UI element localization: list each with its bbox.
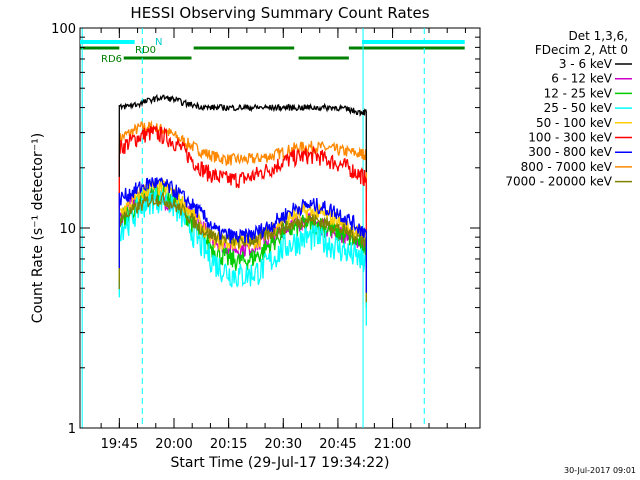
series-line: [118, 119, 367, 214]
series-lines: [118, 93, 367, 326]
legend-header-line-1: Det 1,3,6,: [569, 29, 629, 43]
flag-label-n: N: [155, 37, 162, 48]
flag-label-rd6: RD6: [101, 54, 122, 65]
vertical-markers: [81, 28, 425, 428]
legend-entry-label: 6 - 12 keV: [551, 72, 613, 86]
series-line: [118, 177, 367, 293]
series-line: [118, 124, 367, 240]
x-tick-label: 20:30: [265, 437, 302, 452]
x-axis-ticks: 19:45 20:00 20:15 20:30 20:45 21:00: [101, 28, 466, 452]
chart-title: HESSI Observing Summary Count Rates: [130, 4, 429, 22]
flag-label-rd0: RD0: [135, 45, 156, 56]
x-tick-label: 19:45: [101, 437, 138, 452]
legend-header-line-2: FDecim 2, Att 0: [535, 43, 628, 57]
y-tick-label: 10: [59, 222, 76, 237]
legend-entry-label: 25 - 50 keV: [544, 101, 613, 115]
legend-entry-label: 7000 - 20000 keV: [505, 175, 612, 189]
y-tick-label: 1: [68, 422, 76, 437]
legend-entry-label: 3 - 6 keV: [559, 57, 613, 71]
x-tick-label: 20:00: [155, 437, 192, 452]
legend-entry-label: 800 - 7000 keV: [521, 160, 613, 174]
legend-entry-label: 50 - 100 keV: [536, 116, 613, 130]
x-tick-label: 20:15: [210, 437, 247, 452]
y-axis-label: Count Rate (s⁻¹ detector⁻¹): [30, 133, 46, 323]
x-tick-label: 20:45: [319, 437, 356, 452]
y-tick-label: 100: [51, 22, 76, 37]
series-line: [118, 93, 367, 177]
y-axis-ticks: 1 10 100: [51, 22, 480, 437]
legend-entry-label: 12 - 25 keV: [544, 86, 613, 100]
legend-entry-label: 300 - 800 keV: [528, 145, 612, 159]
footer-timestamp: 30-Jul-2017 09:01: [564, 466, 636, 475]
x-axis-label: Start Time (29-Jul-17 19:34:22): [170, 455, 389, 471]
x-tick-label: 21:00: [374, 437, 411, 452]
series-line: [118, 192, 367, 303]
legend-entry-label: 100 - 300 keV: [528, 131, 612, 145]
